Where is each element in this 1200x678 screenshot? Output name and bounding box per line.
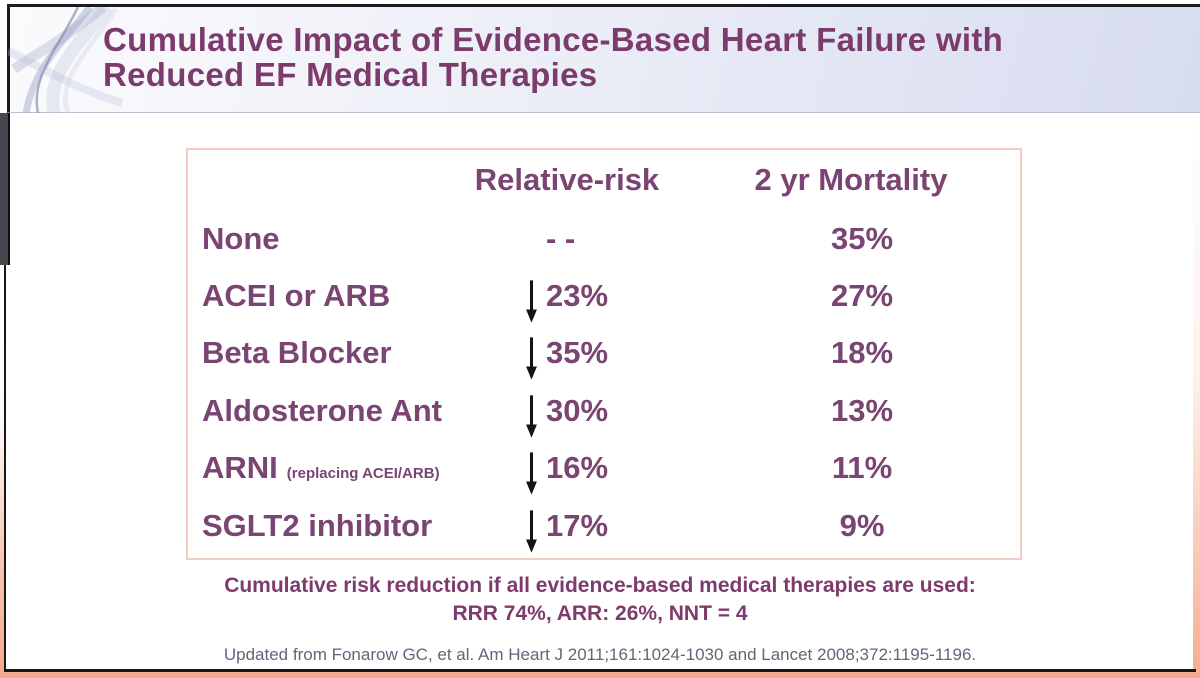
frame-left-salmon-edge [0, 265, 4, 678]
therapy-cell: None [202, 220, 280, 256]
cumulative-summary: Cumulative risk reduction if all evidenc… [10, 572, 1190, 628]
relative-risk-value: 35% [546, 335, 609, 371]
relative-risk-value: 16% [546, 450, 609, 486]
mortality-cell: 18% [830, 335, 894, 371]
therapy-cell: ACEI or ARB [202, 278, 391, 314]
frame-right-salmon-edge [1193, 113, 1200, 678]
frame-left-line [4, 265, 6, 672]
column-header-mortality: 2 yr Mortality [754, 162, 948, 197]
table-row: Beta Blocker 35% 18% [188, 325, 1020, 382]
relative-risk-value: 17% [546, 507, 609, 543]
mortality-cell: 35% [830, 220, 894, 256]
summary-line2: RRR 74%, ARR: 26%, NNT = 4 [452, 602, 748, 625]
therapy-cell: Aldosterone Ant [202, 392, 442, 428]
frame-top-line [7, 4, 1200, 7]
therapy-cell: ARNI (replacing ACEI/ARB) [202, 450, 440, 486]
relative-risk-cell: 30% [524, 388, 609, 438]
table-row: ACEI or ARB 23% 27% [188, 267, 1020, 324]
page-title: Cumulative Impact of Evidence-Based Hear… [103, 21, 1004, 93]
title-band [7, 7, 1200, 113]
therapy-cell: Beta Blocker [202, 335, 392, 371]
mortality-cell: 13% [830, 392, 894, 428]
relative-risk-cell: 16% [524, 445, 609, 495]
therapy-name: ARNI [202, 450, 278, 486]
down-arrow-icon [526, 280, 537, 323]
therapy-table: Relative-risk 2 yr Mortality None - - 35… [186, 148, 1022, 560]
frame-bottom-salmon-edge [0, 672, 1200, 678]
down-arrow-icon [526, 510, 537, 553]
table-row: None - - 35% [188, 210, 1020, 267]
table-row: SGLT2 inhibitor 17% 9% [188, 497, 1020, 554]
relative-risk-value: 30% [546, 392, 609, 428]
frame-bottom-line [4, 669, 1196, 672]
relative-risk-value: 23% [546, 278, 609, 314]
relative-risk-cell: 23% [524, 273, 609, 323]
down-arrow-icon [526, 395, 537, 438]
swirl-decoration-icon [8, 7, 124, 113]
citation: Updated from Fonarow GC, et al. Am Heart… [223, 645, 977, 664]
table-row: Aldosterone Ant 30% 13% [188, 382, 1020, 439]
relative-risk-cell: - - [546, 221, 575, 257]
left-gray-strip [0, 113, 10, 265]
mortality-cell: 27% [830, 278, 894, 314]
relative-risk-cell: 35% [524, 330, 609, 381]
down-arrow-icon [526, 452, 537, 495]
summary-line1: Cumulative risk reduction if all evidenc… [224, 574, 976, 597]
table-row: ARNI (replacing ACEI/ARB) 16% 11% [188, 440, 1020, 497]
table-rows: None - - 35% ACEI or ARB 23% 27% Beta Bl… [188, 210, 1020, 554]
therapy-cell: SGLT2 inhibitor [202, 507, 433, 543]
mortality-cell: 9% [839, 507, 885, 543]
column-header-relative-risk: Relative-risk [474, 162, 660, 197]
relative-risk-value: - - [546, 220, 576, 256]
down-arrow-icon [526, 337, 537, 381]
mortality-cell: 11% [831, 450, 893, 486]
relative-risk-cell: 17% [524, 503, 609, 553]
therapy-note: (replacing ACEI/ARB) [286, 465, 440, 483]
